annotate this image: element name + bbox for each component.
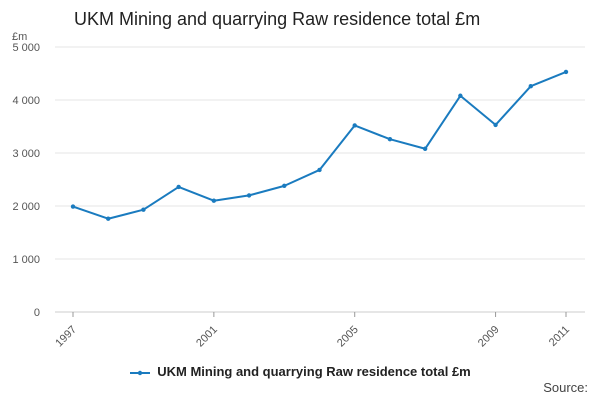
data-point [246,193,252,198]
x-tick-label: 2009 [476,324,502,350]
data-point [387,137,393,142]
data-point [493,122,498,128]
x-tick-label: 2001 [194,324,220,350]
x-tick-label: 2011 [547,324,572,349]
data-point [70,204,76,209]
data-point [563,69,569,75]
x-tick-label: 2005 [335,324,361,350]
data-point [317,167,322,173]
source-label: Source: [543,380,588,395]
y-tick-label: 4 000 [12,95,40,107]
y-axis-label: £m [12,31,28,43]
data-point [422,146,428,151]
legend[interactable]: UKM Mining and quarrying Raw residence t… [0,364,600,379]
y-tick-label: 3 000 [12,148,40,160]
y-tick-label: 2 000 [12,201,40,213]
legend-label: UKM Mining and quarrying Raw residence t… [157,364,471,379]
y-tick-label: 0 [34,307,40,319]
x-tick-label: 1997 [53,324,79,350]
data-point [352,123,357,128]
y-tick-label: 5 000 [12,42,40,54]
data-point [458,93,463,98]
series-line [72,70,567,220]
legend-line-icon [130,370,151,375]
data-point [141,207,146,212]
data-point [282,183,287,189]
chart-title: UKM Mining and quarrying Raw residence t… [74,9,481,29]
data-point [211,198,217,203]
data-point [176,184,181,190]
data-point [528,84,533,89]
y-tick-label: 1 000 [12,254,40,266]
data-point [106,216,111,221]
